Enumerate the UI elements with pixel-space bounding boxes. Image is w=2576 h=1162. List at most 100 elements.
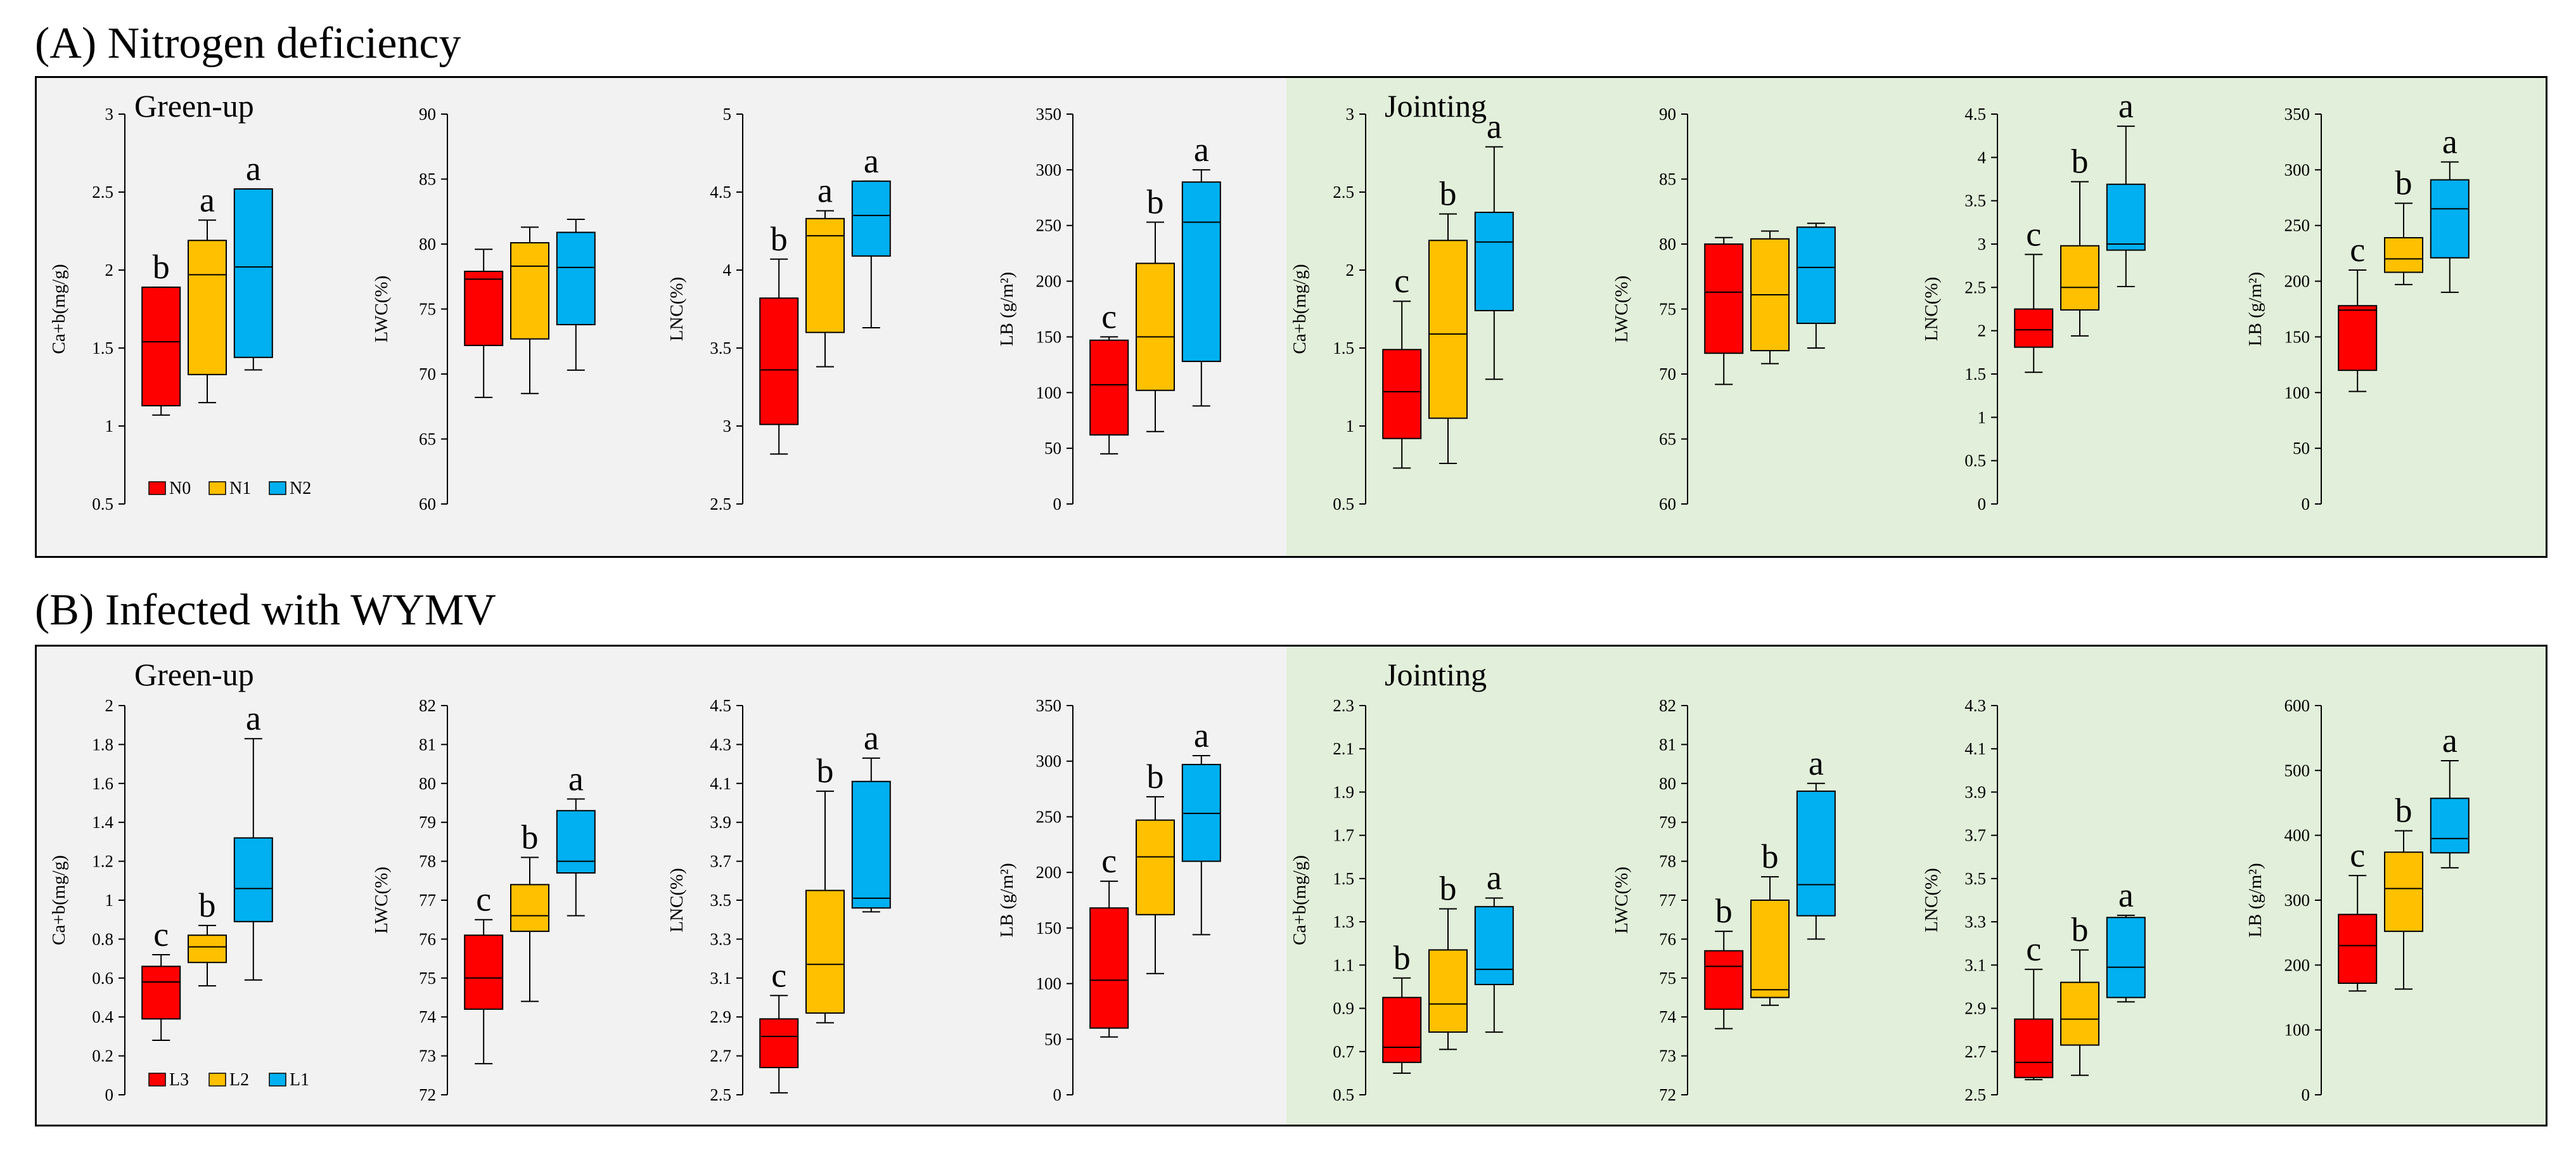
y-tick-label: 0.2 — [92, 1047, 113, 1066]
box-l3: c — [1089, 842, 1129, 1038]
phase-label-greenup: Green-up — [134, 657, 254, 692]
y-tick-label: 150 — [2284, 327, 2310, 346]
y-tick-label: 3.9 — [710, 813, 731, 832]
significance-letter: a — [1194, 131, 1209, 169]
y-tick-label: 100 — [1036, 974, 1062, 993]
box-l3: c — [2014, 930, 2054, 1081]
significance-letter: b — [1147, 183, 1164, 221]
panel-b-2: 72 73 74 75 76 77 78 79 80 81 82 LWC(%) cba — [371, 696, 596, 1104]
box-l3: b — [1382, 939, 1422, 1074]
y-tick-label: 2.9 — [710, 1007, 731, 1026]
y-tick-label: 80 — [1659, 774, 1676, 793]
box-l3: c — [141, 915, 181, 1042]
significance-letter: a — [2118, 876, 2134, 914]
y-tick-label: 0.4 — [92, 1007, 113, 1026]
iqr-box — [1089, 339, 1129, 436]
y-tick-label: 0.8 — [92, 929, 113, 948]
y-tick-label: 4.5 — [1964, 105, 1986, 124]
y-tick-label: 50 — [1044, 439, 1061, 458]
y-tick-label: 70 — [1659, 365, 1676, 384]
y-tick-label: 3 — [723, 416, 732, 436]
box-n2: a — [1474, 108, 1514, 380]
y-tick-label: 3.5 — [1964, 191, 1986, 210]
legend-swatch-n2 — [269, 481, 286, 495]
y-tick-label: 1.8 — [92, 735, 113, 754]
phase-label-jointing: Jointing — [1385, 657, 1487, 692]
phase-label-greenup: Green-up — [134, 88, 254, 124]
y-axis-label: Ca+b(mg/g) — [1290, 855, 1310, 945]
legend-label-l3: L3 — [169, 1070, 189, 1090]
significance-letter: c — [2350, 231, 2365, 269]
y-tick-label: 79 — [1659, 813, 1676, 832]
panel-a-2: 60 65 70 75 80 85 90 LWC(%) — [371, 105, 596, 513]
section-a-frame — [35, 76, 2547, 558]
iqr-box — [1704, 243, 1744, 354]
y-tick-label: 65 — [1659, 430, 1676, 449]
iqr-box — [851, 180, 891, 257]
y-tick-label: 2.7 — [1964, 1042, 1986, 1061]
panel-a-7: 0 0.5 1 1.5 2 2.5 3 3.5 4 4.5 LNC(%) cba — [1921, 87, 2146, 513]
box-l2: b — [2060, 910, 2099, 1076]
iqr-box — [510, 884, 549, 933]
y-axis-label: LWC(%) — [1612, 867, 1632, 934]
iqr-box — [2430, 797, 2470, 854]
significance-letter: b — [153, 248, 170, 286]
y-tick-label: 75 — [1659, 300, 1676, 319]
y-tick-label: 2 — [105, 696, 114, 715]
y-tick-label: 4.5 — [710, 696, 731, 715]
y-tick-label: 5 — [723, 105, 732, 124]
y-tick-label: 2.5 — [710, 494, 731, 513]
y-tick-label: 1.5 — [92, 339, 113, 358]
y-tick-label: 350 — [2284, 105, 2310, 124]
y-tick-label: 0.5 — [1333, 1085, 1354, 1104]
significance-letter: a — [246, 699, 261, 737]
y-tick-label: 74 — [419, 1007, 437, 1026]
y-tick-label: 0.7 — [1333, 1042, 1354, 1061]
iqr-box — [2430, 179, 2470, 259]
y-tick-label: 1.5 — [1333, 869, 1354, 888]
box-l2: b — [805, 752, 845, 1024]
y-tick-label: 2 — [1346, 261, 1355, 280]
significance-letter: b — [1147, 758, 1164, 796]
y-tick-label: 3.1 — [710, 969, 731, 988]
panel-b-4: 0 50 100 150 200 250 300 350 LB (g/m²) c ba — [997, 696, 1221, 1104]
y-tick-label: 250 — [1036, 216, 1062, 235]
y-tick-label: 1.9 — [1333, 782, 1354, 801]
box-n1: a — [188, 181, 227, 404]
y-tick-label: 3 — [1346, 105, 1355, 124]
y-tick-label: 0.9 — [1333, 999, 1354, 1018]
y-tick-label: 250 — [1036, 807, 1062, 826]
y-tick-label: 81 — [1659, 735, 1676, 754]
y-tick-label: 77 — [1659, 891, 1676, 910]
box-n0: c — [1382, 262, 1422, 469]
box-n2 — [1796, 223, 1836, 349]
y-tick-label: 77 — [419, 891, 436, 910]
y-tick-label: 4.1 — [710, 774, 731, 793]
iqr-box — [2060, 245, 2099, 311]
significance-letter: c — [2350, 836, 2365, 874]
y-axis-label: LNC(%) — [1921, 868, 1942, 932]
box-n0: c — [2014, 215, 2054, 373]
y-tick-label: 1.6 — [92, 774, 113, 793]
box-n0 — [464, 249, 504, 398]
box-n1: b — [2060, 143, 2099, 337]
y-tick-label: 2.5 — [1964, 1085, 1986, 1104]
y-tick-label: 85 — [1659, 170, 1676, 189]
y-tick-label: 90 — [419, 105, 436, 124]
iqr-box — [805, 217, 845, 333]
y-tick-label: 50 — [1044, 1030, 1061, 1049]
jointing-background-a — [1286, 78, 2546, 556]
y-axis-label: Ca+b(mg/g) — [1290, 264, 1310, 354]
legend-swatch-l2 — [208, 1073, 226, 1087]
significance-letter: a — [817, 172, 833, 210]
iqr-box — [1089, 907, 1129, 1029]
panel-b-3: 2.5 2.7 2.9 3.1 3.3 3.5 3.7 3.9 4.1 4.3 4.5 LNC(%) c… — [667, 696, 891, 1104]
y-tick-label: 50 — [2293, 439, 2310, 458]
box-n2 — [556, 219, 596, 371]
panel-b-5: 0.5 0.7 0.9 1.1 1.3 1.5 1.7 1.9 2.1 2.3 Ca+b(mg/g)… — [1290, 696, 1514, 1104]
y-tick-label: 0 — [105, 1085, 114, 1104]
y-tick-label: 300 — [2284, 160, 2310, 179]
significance-letter: c — [2026, 215, 2041, 253]
significance-letter: b — [1440, 870, 1457, 908]
